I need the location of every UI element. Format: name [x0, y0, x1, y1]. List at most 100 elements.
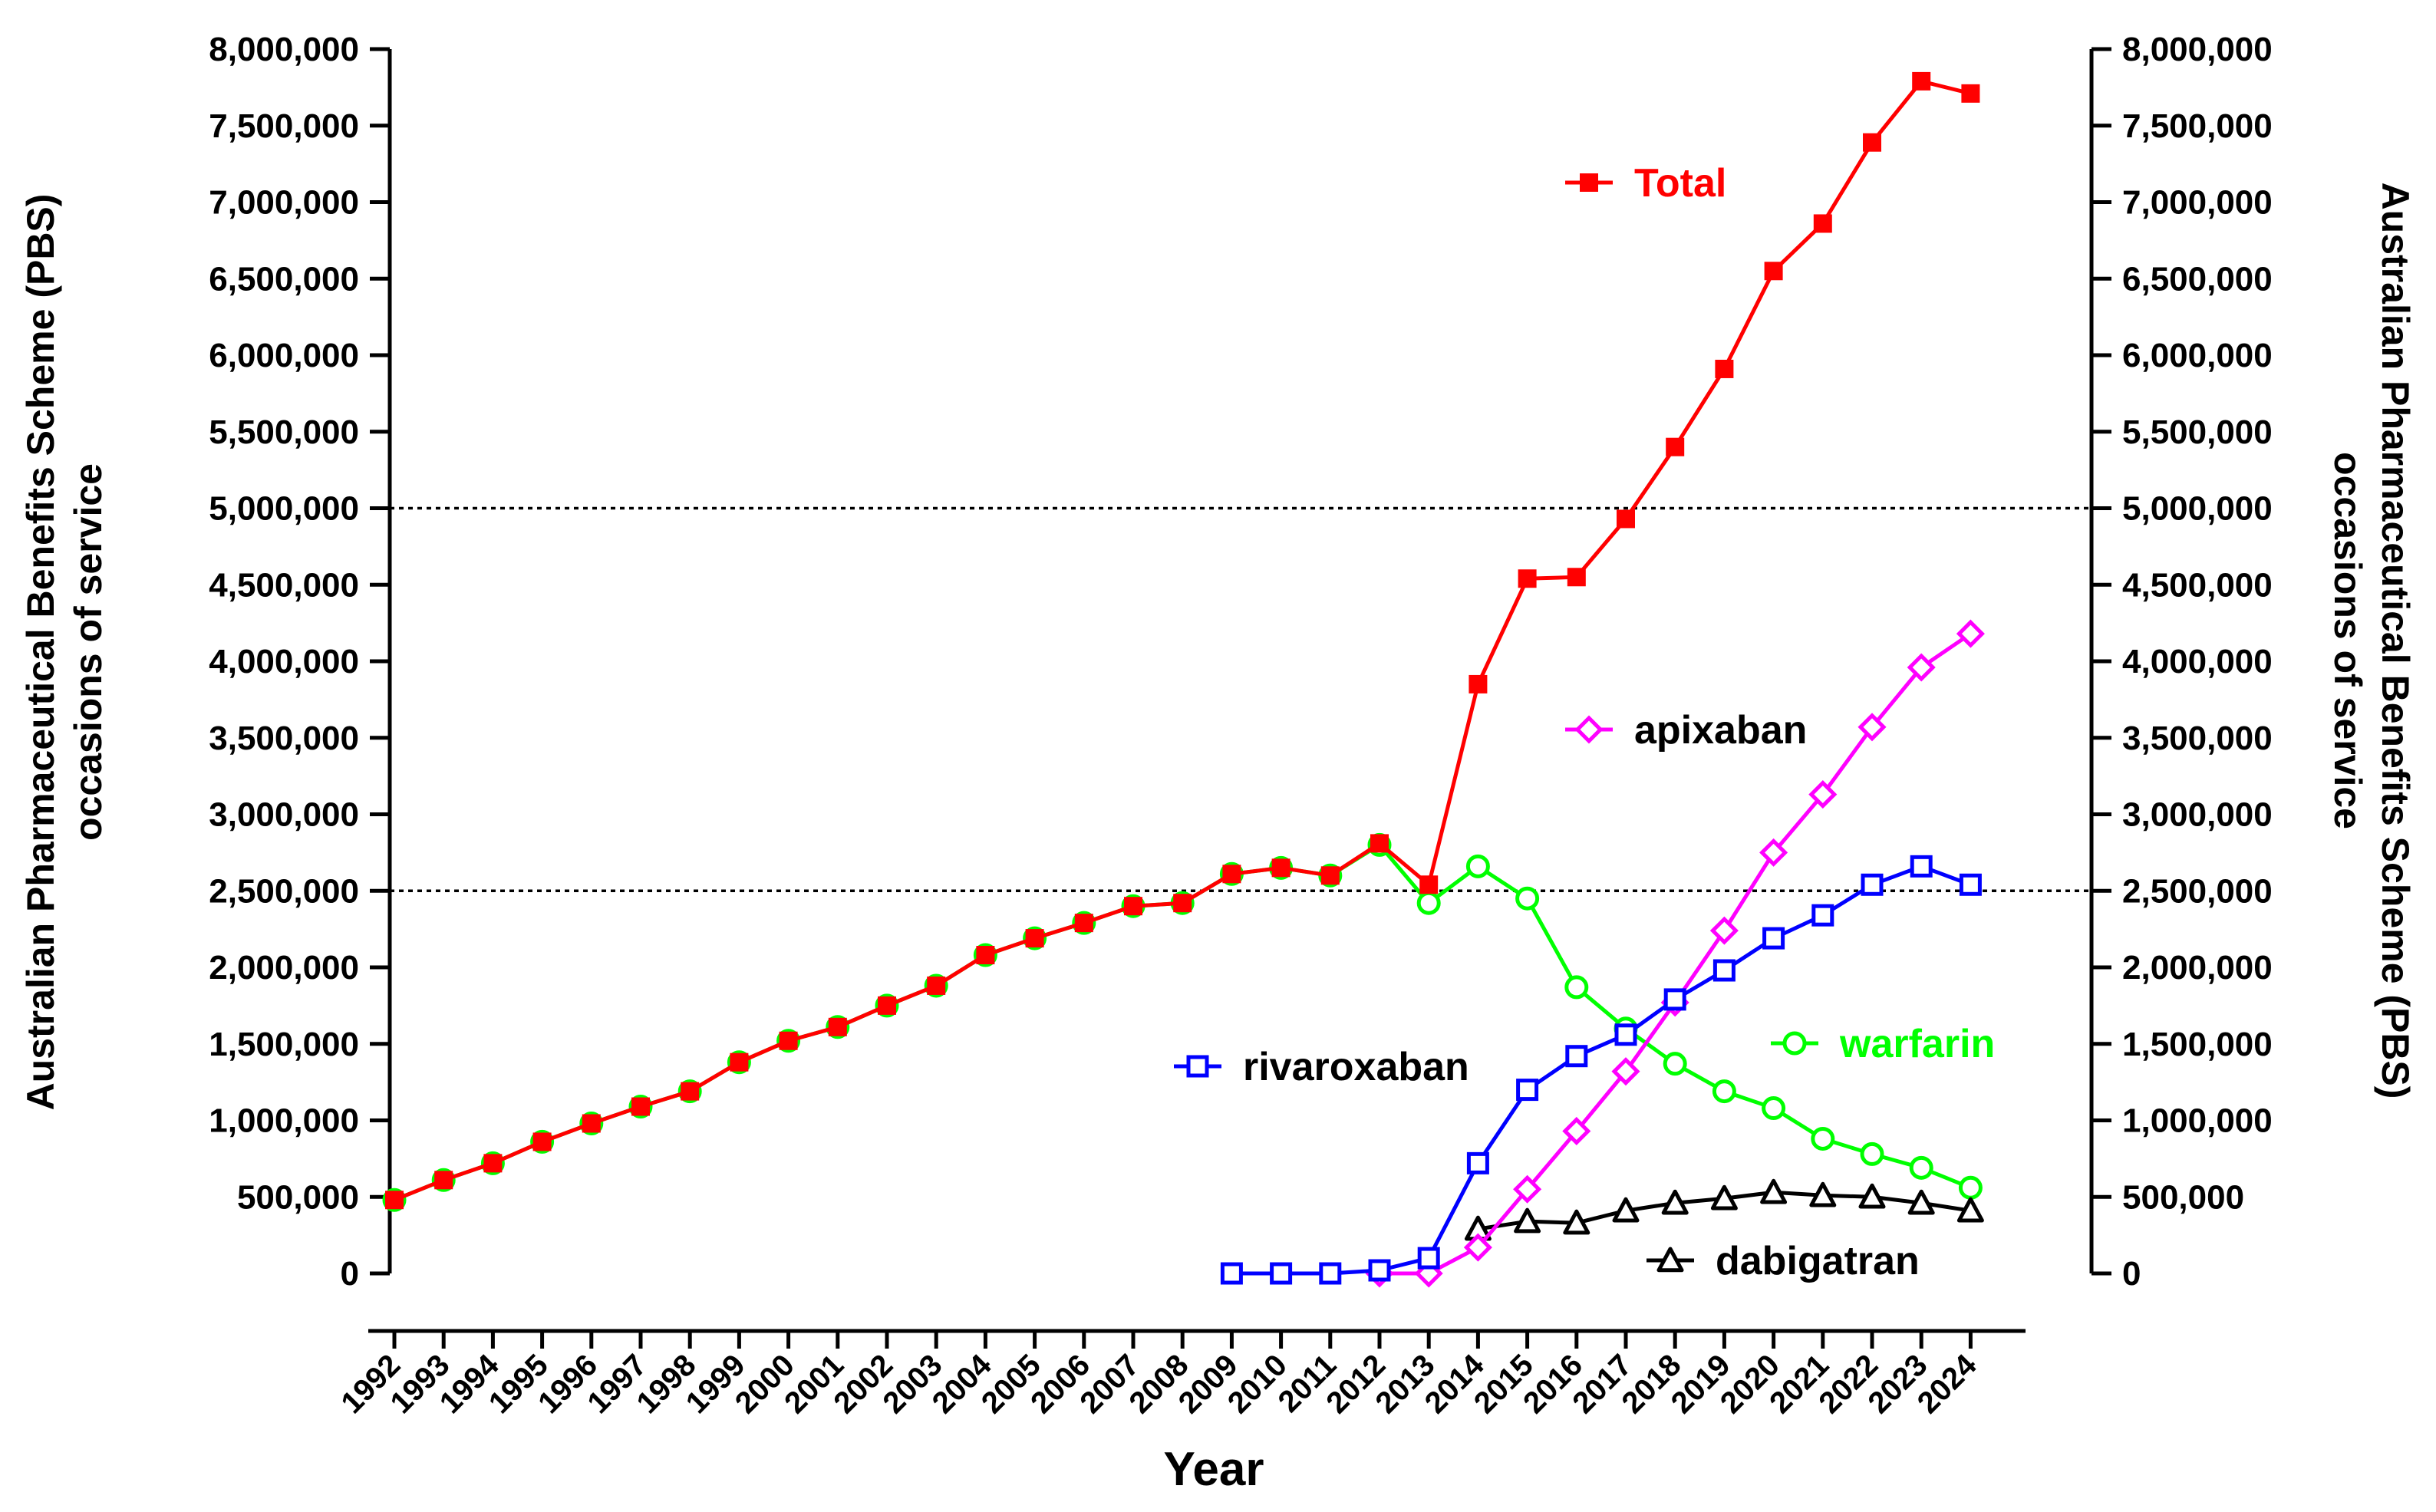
data-point-total [1518, 569, 1537, 588]
data-point-dabigatran [1907, 1189, 1935, 1215]
data-point-apixaban [1463, 1233, 1492, 1262]
series-line-total [394, 79, 1972, 1202]
data-point-total [631, 1097, 650, 1116]
reference-lines [390, 506, 2092, 892]
data-point-warfarin [1416, 891, 1441, 915]
data-point-rivaroxaban [1565, 1045, 1588, 1068]
data-point-total [779, 1031, 798, 1050]
data-point-total [1666, 437, 1685, 456]
data-point-apixaban [1857, 713, 1887, 742]
y-tick-label-right: 0 [2122, 1255, 2141, 1293]
data-point-warfarin [1811, 1126, 1835, 1151]
x-axis-title: Year [1163, 1443, 1264, 1496]
legend-marker-apixaban [1574, 715, 1604, 744]
data-point-rivaroxaban [1417, 1247, 1440, 1270]
y-tick-label-left: 8,000,000 [209, 31, 359, 68]
data-point-total [1370, 834, 1389, 853]
y-tick-label-left: 500,000 [237, 1178, 359, 1216]
legend-label-warfarin: warfarin [1839, 1022, 1995, 1066]
data-point-apixaban [1611, 1057, 1640, 1086]
series-line-rivaroxaban [1231, 864, 1972, 1276]
data-point-rivaroxaban [1712, 959, 1736, 982]
legend-label-total: Total [1634, 161, 1726, 206]
data-point-total [927, 976, 946, 995]
data-point-dabigatran [1858, 1183, 1886, 1209]
data-point-dabigatran [1661, 1189, 1689, 1215]
data-point-rivaroxaban [1368, 1259, 1391, 1282]
y-tick-label-left: 5,000,000 [209, 490, 359, 528]
data-point-total [1567, 568, 1586, 587]
data-point-apixaban [1562, 1116, 1591, 1146]
data-point-total [385, 1191, 404, 1210]
y-tick-label-right: 3,500,000 [2122, 720, 2273, 757]
data-point-apixaban [1907, 653, 1936, 682]
y-axis-title-left: Australian Pharmaceutical Benefits Schem… [19, 194, 110, 1111]
y-tick-label-left: 3,500,000 [209, 720, 359, 757]
data-point-total [532, 1132, 552, 1151]
y-tick-label-right: 6,000,000 [2122, 337, 2273, 374]
data-point-total [1419, 875, 1439, 894]
y-tick-label-right: 2,000,000 [2122, 949, 2273, 987]
data-point-total [1271, 858, 1291, 878]
legend-item-total: Total [1565, 161, 1726, 206]
data-point-rivaroxaban [1319, 1262, 1342, 1285]
legend-item-apixaban: apixaban [1565, 708, 1807, 753]
y-tick-label-left: 6,000,000 [209, 337, 359, 374]
y-tick-label-right: 500,000 [2122, 1178, 2244, 1216]
data-point-total [1074, 914, 1093, 933]
y-tick-label-left: 1,500,000 [209, 1026, 359, 1063]
y-tick-label-right: 3,000,000 [2122, 796, 2273, 834]
data-point-total [1025, 929, 1044, 948]
data-point-warfarin [1958, 1175, 1983, 1200]
legend-marker-rivaroxaban [1186, 1055, 1209, 1078]
y-tick-label-left: 1,000,000 [209, 1102, 359, 1140]
data-point-rivaroxaban [1861, 873, 1884, 896]
data-point-total [1764, 262, 1783, 281]
data-point-total [878, 996, 896, 1015]
legend-label-apixaban: apixaban [1634, 708, 1807, 753]
data-point-rivaroxaban [1466, 1151, 1489, 1174]
data-point-rivaroxaban [1663, 988, 1686, 1011]
data-point-rivaroxaban [1910, 855, 1933, 878]
y-tick-label-right: 8,000,000 [2122, 31, 2273, 68]
data-point-total [1320, 866, 1340, 885]
data-point-apixaban [1808, 780, 1838, 809]
data-point-total [434, 1171, 453, 1190]
y-tick-label-left: 2,000,000 [209, 949, 359, 987]
y-tick-label-left: 4,500,000 [209, 566, 359, 604]
data-point-total [1124, 897, 1142, 916]
data-point-apixaban [1956, 619, 1985, 648]
y-tick-label-left: 0 [341, 1255, 359, 1293]
x-axis-ticks: 1992199319941995199619971998199920002001… [335, 1331, 1983, 1420]
data-point-total [1961, 84, 1980, 103]
data-point-warfarin [1515, 886, 1540, 911]
data-point-total [582, 1114, 601, 1133]
data-point-dabigatran [1514, 1207, 1541, 1234]
y-tick-label-left: 2,500,000 [209, 872, 359, 910]
data-point-total [1863, 133, 1881, 152]
y-tick-label-right: 5,500,000 [2122, 413, 2273, 451]
data-point-rivaroxaban [1270, 1262, 1293, 1285]
y-tick-label-left: 3,000,000 [209, 796, 359, 834]
series-total [385, 71, 1980, 1210]
data-point-warfarin [1860, 1141, 1884, 1166]
data-point-total [828, 1017, 847, 1036]
data-point-dabigatran [1956, 1197, 1984, 1223]
data-point-rivaroxaban [1811, 904, 1834, 927]
y-tick-label-left: 7,500,000 [209, 107, 359, 145]
data-point-total [1222, 865, 1241, 884]
legend: Total warfarin rivaroxaban apixaban dabigatr… [1174, 161, 1995, 1283]
data-point-total [1173, 894, 1192, 913]
y-axis-title-right: Australian Pharmaceutical Benefits Schem… [2326, 183, 2417, 1099]
legend-label-rivaroxaban: rivaroxaban [1243, 1045, 1469, 1089]
y-tick-label-right: 5,000,000 [2122, 490, 2273, 528]
series-rivaroxaban [1220, 855, 1982, 1285]
data-point-total [1813, 214, 1832, 233]
data-point-total [730, 1052, 749, 1072]
y-tick-label-right: 2,500,000 [2122, 872, 2273, 910]
data-point-dabigatran [1710, 1184, 1738, 1211]
data-point-warfarin [1712, 1079, 1736, 1104]
data-point-warfarin [1663, 1052, 1687, 1076]
legend-item-dabigatran: dabigatran [1647, 1239, 1920, 1283]
